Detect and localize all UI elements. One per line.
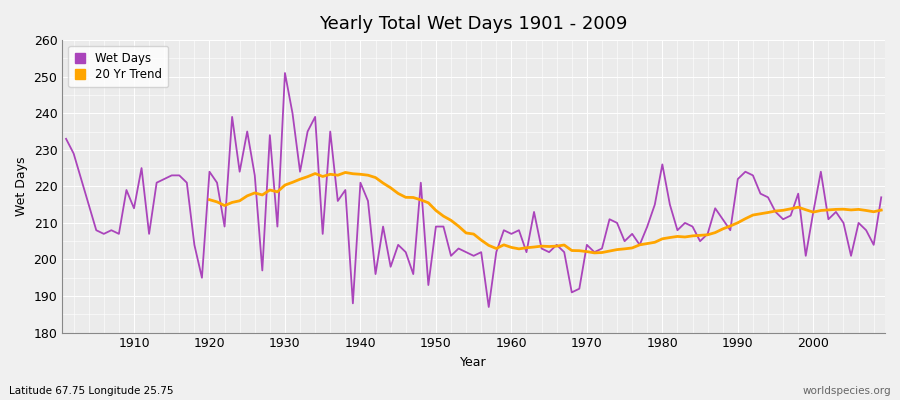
20 Yr Trend bbox=[876, 208, 886, 212]
Wet Days bbox=[294, 169, 305, 174]
Y-axis label: Wet Days: Wet Days bbox=[15, 156, 28, 216]
20 Yr Trend bbox=[589, 250, 599, 255]
20 Yr Trend bbox=[793, 205, 804, 210]
Text: Latitude 67.75 Longitude 25.75: Latitude 67.75 Longitude 25.75 bbox=[9, 386, 174, 396]
Text: worldspecies.org: worldspecies.org bbox=[803, 386, 891, 396]
Line: Wet Days: Wet Days bbox=[66, 73, 881, 307]
Wet Days bbox=[340, 188, 351, 192]
20 Yr Trend bbox=[416, 198, 427, 202]
Line: 20 Yr Trend: 20 Yr Trend bbox=[210, 172, 881, 253]
Wet Days bbox=[280, 71, 291, 76]
Wet Days bbox=[514, 228, 525, 233]
Title: Yearly Total Wet Days 1901 - 2009: Yearly Total Wet Days 1901 - 2009 bbox=[320, 15, 628, 33]
20 Yr Trend bbox=[687, 234, 698, 238]
20 Yr Trend bbox=[860, 208, 871, 213]
20 Yr Trend bbox=[778, 208, 788, 213]
Wet Days bbox=[876, 195, 886, 200]
Wet Days bbox=[612, 220, 623, 225]
20 Yr Trend bbox=[340, 170, 351, 175]
X-axis label: Year: Year bbox=[460, 356, 487, 369]
20 Yr Trend bbox=[204, 197, 215, 202]
Legend: Wet Days, 20 Yr Trend: Wet Days, 20 Yr Trend bbox=[68, 46, 168, 87]
20 Yr Trend bbox=[294, 177, 305, 182]
Wet Days bbox=[483, 304, 494, 309]
Wet Days bbox=[521, 250, 532, 254]
Wet Days bbox=[121, 188, 131, 192]
Wet Days bbox=[60, 136, 71, 141]
